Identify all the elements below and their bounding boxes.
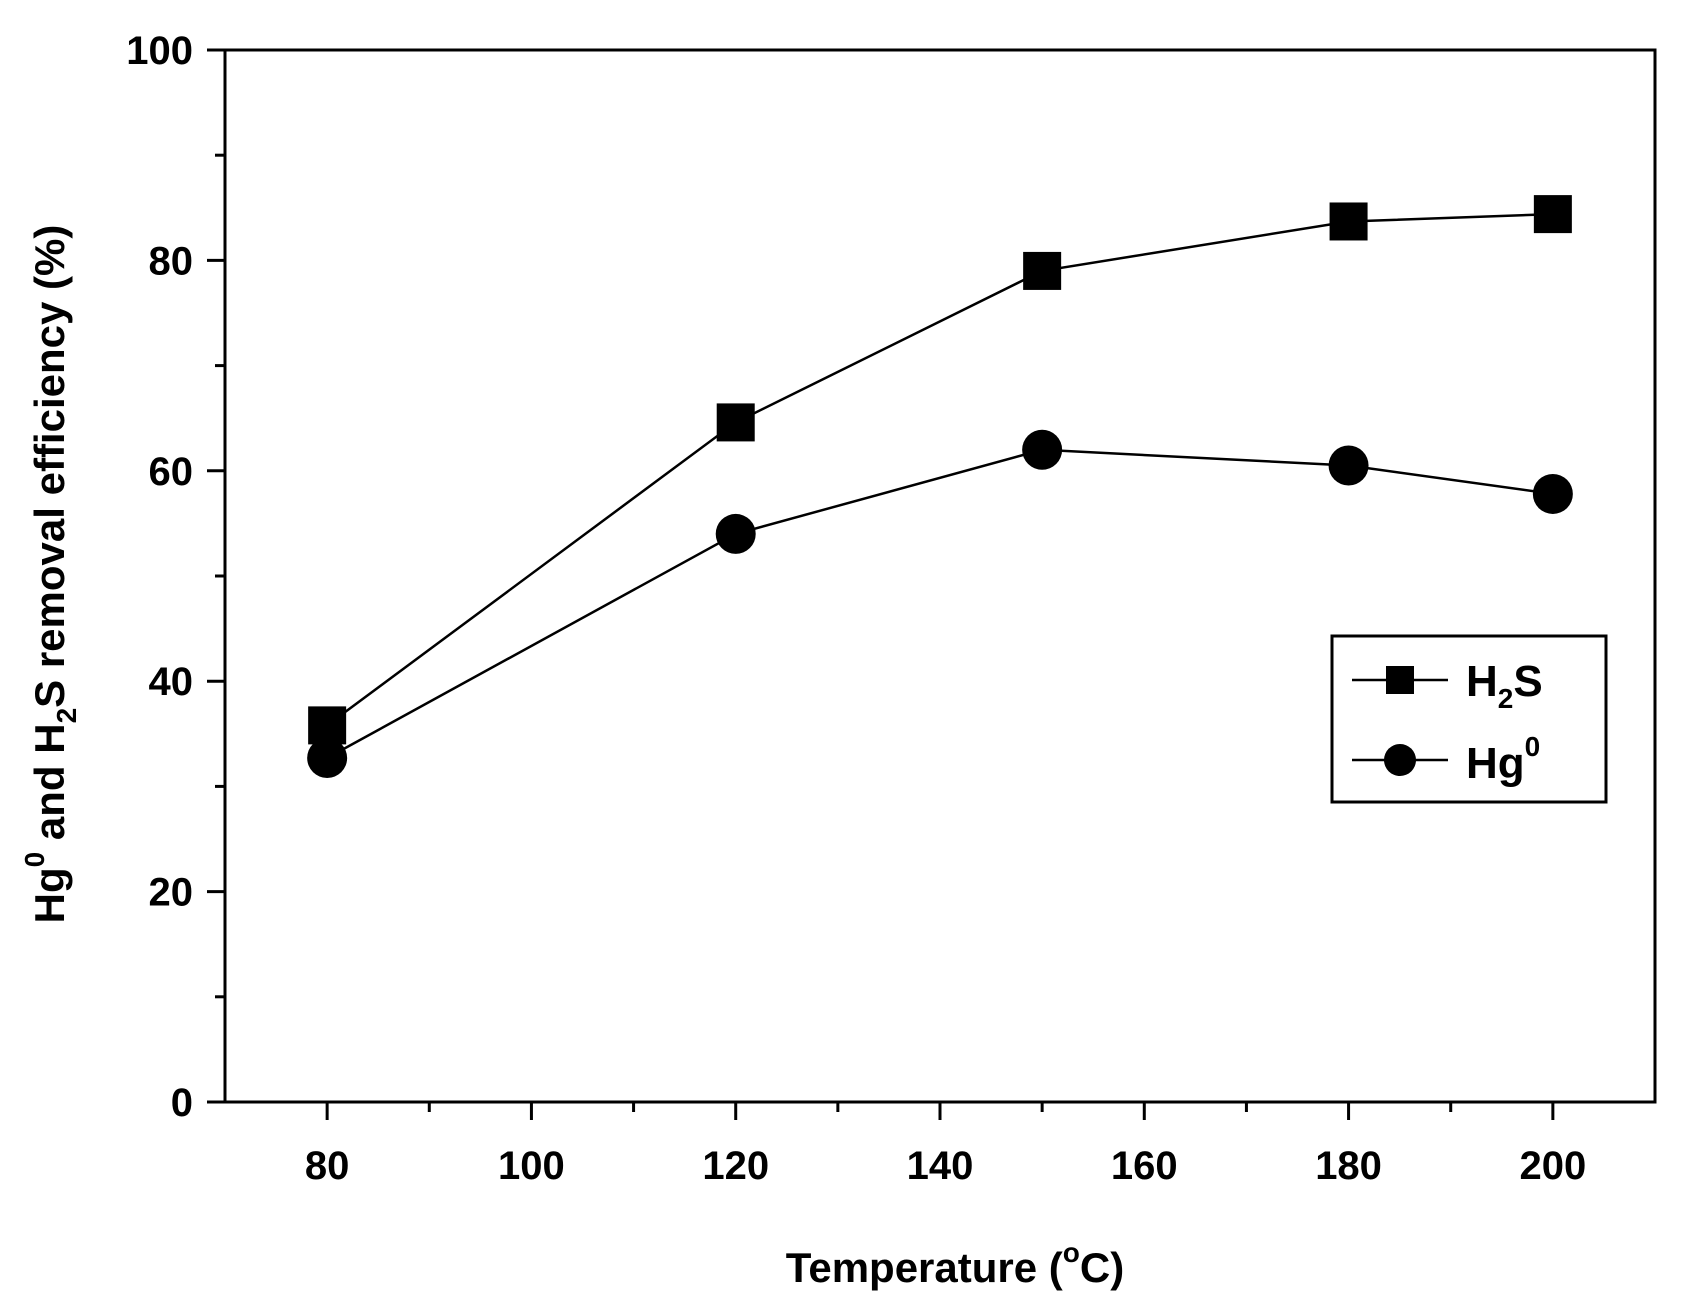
x-tick-label: 200 [1519,1144,1586,1188]
plot-frame [223,48,1657,1104]
x-tick-label: 100 [498,1144,565,1188]
legend-marker-h2s [1386,666,1414,694]
x-tick-label: 80 [305,1144,350,1188]
legend-label-hg0: Hg0 [1466,731,1540,788]
point-h2s [1329,202,1368,241]
legend-marker-hg0 [1384,744,1416,776]
major-ticks [207,48,1555,1120]
x-axis-title: Temperature (oC) [786,1237,1124,1291]
x-tick-label: 120 [702,1144,769,1188]
legend-label-h2s: H2S [1466,657,1543,714]
point-hg0 [307,737,348,778]
x-tick-label: 140 [907,1144,974,1188]
x-tick-label: 180 [1315,1144,1382,1188]
point-h2s [1533,195,1572,234]
series-layer [307,195,1573,778]
y-axis-title: Hg0 and H2S removal efficiency (%) [19,225,82,924]
y-tick-label: 40 [149,660,194,704]
y-tick-label: 100 [126,29,193,73]
point-hg0 [1532,473,1573,514]
minor-ticks [215,153,1453,1112]
legend: H2S Hg0 [1330,634,1608,804]
y-tick-label: 80 [149,239,194,283]
legend-box [1330,634,1608,804]
point-hg0 [1328,445,1369,486]
y-tick-label: 60 [149,450,194,494]
point-h2s [1023,251,1062,290]
point-hg0 [1022,429,1063,470]
x-tick-label: 160 [1111,1144,1178,1188]
point-h2s [716,403,755,442]
point-hg0 [715,513,756,554]
y-tick-label: 0 [171,1081,193,1125]
tick-labels: 80 100 120 140 160 180 200 0 20 40 60 80 100 [126,29,1586,1188]
y-tick-label: 20 [149,871,194,915]
